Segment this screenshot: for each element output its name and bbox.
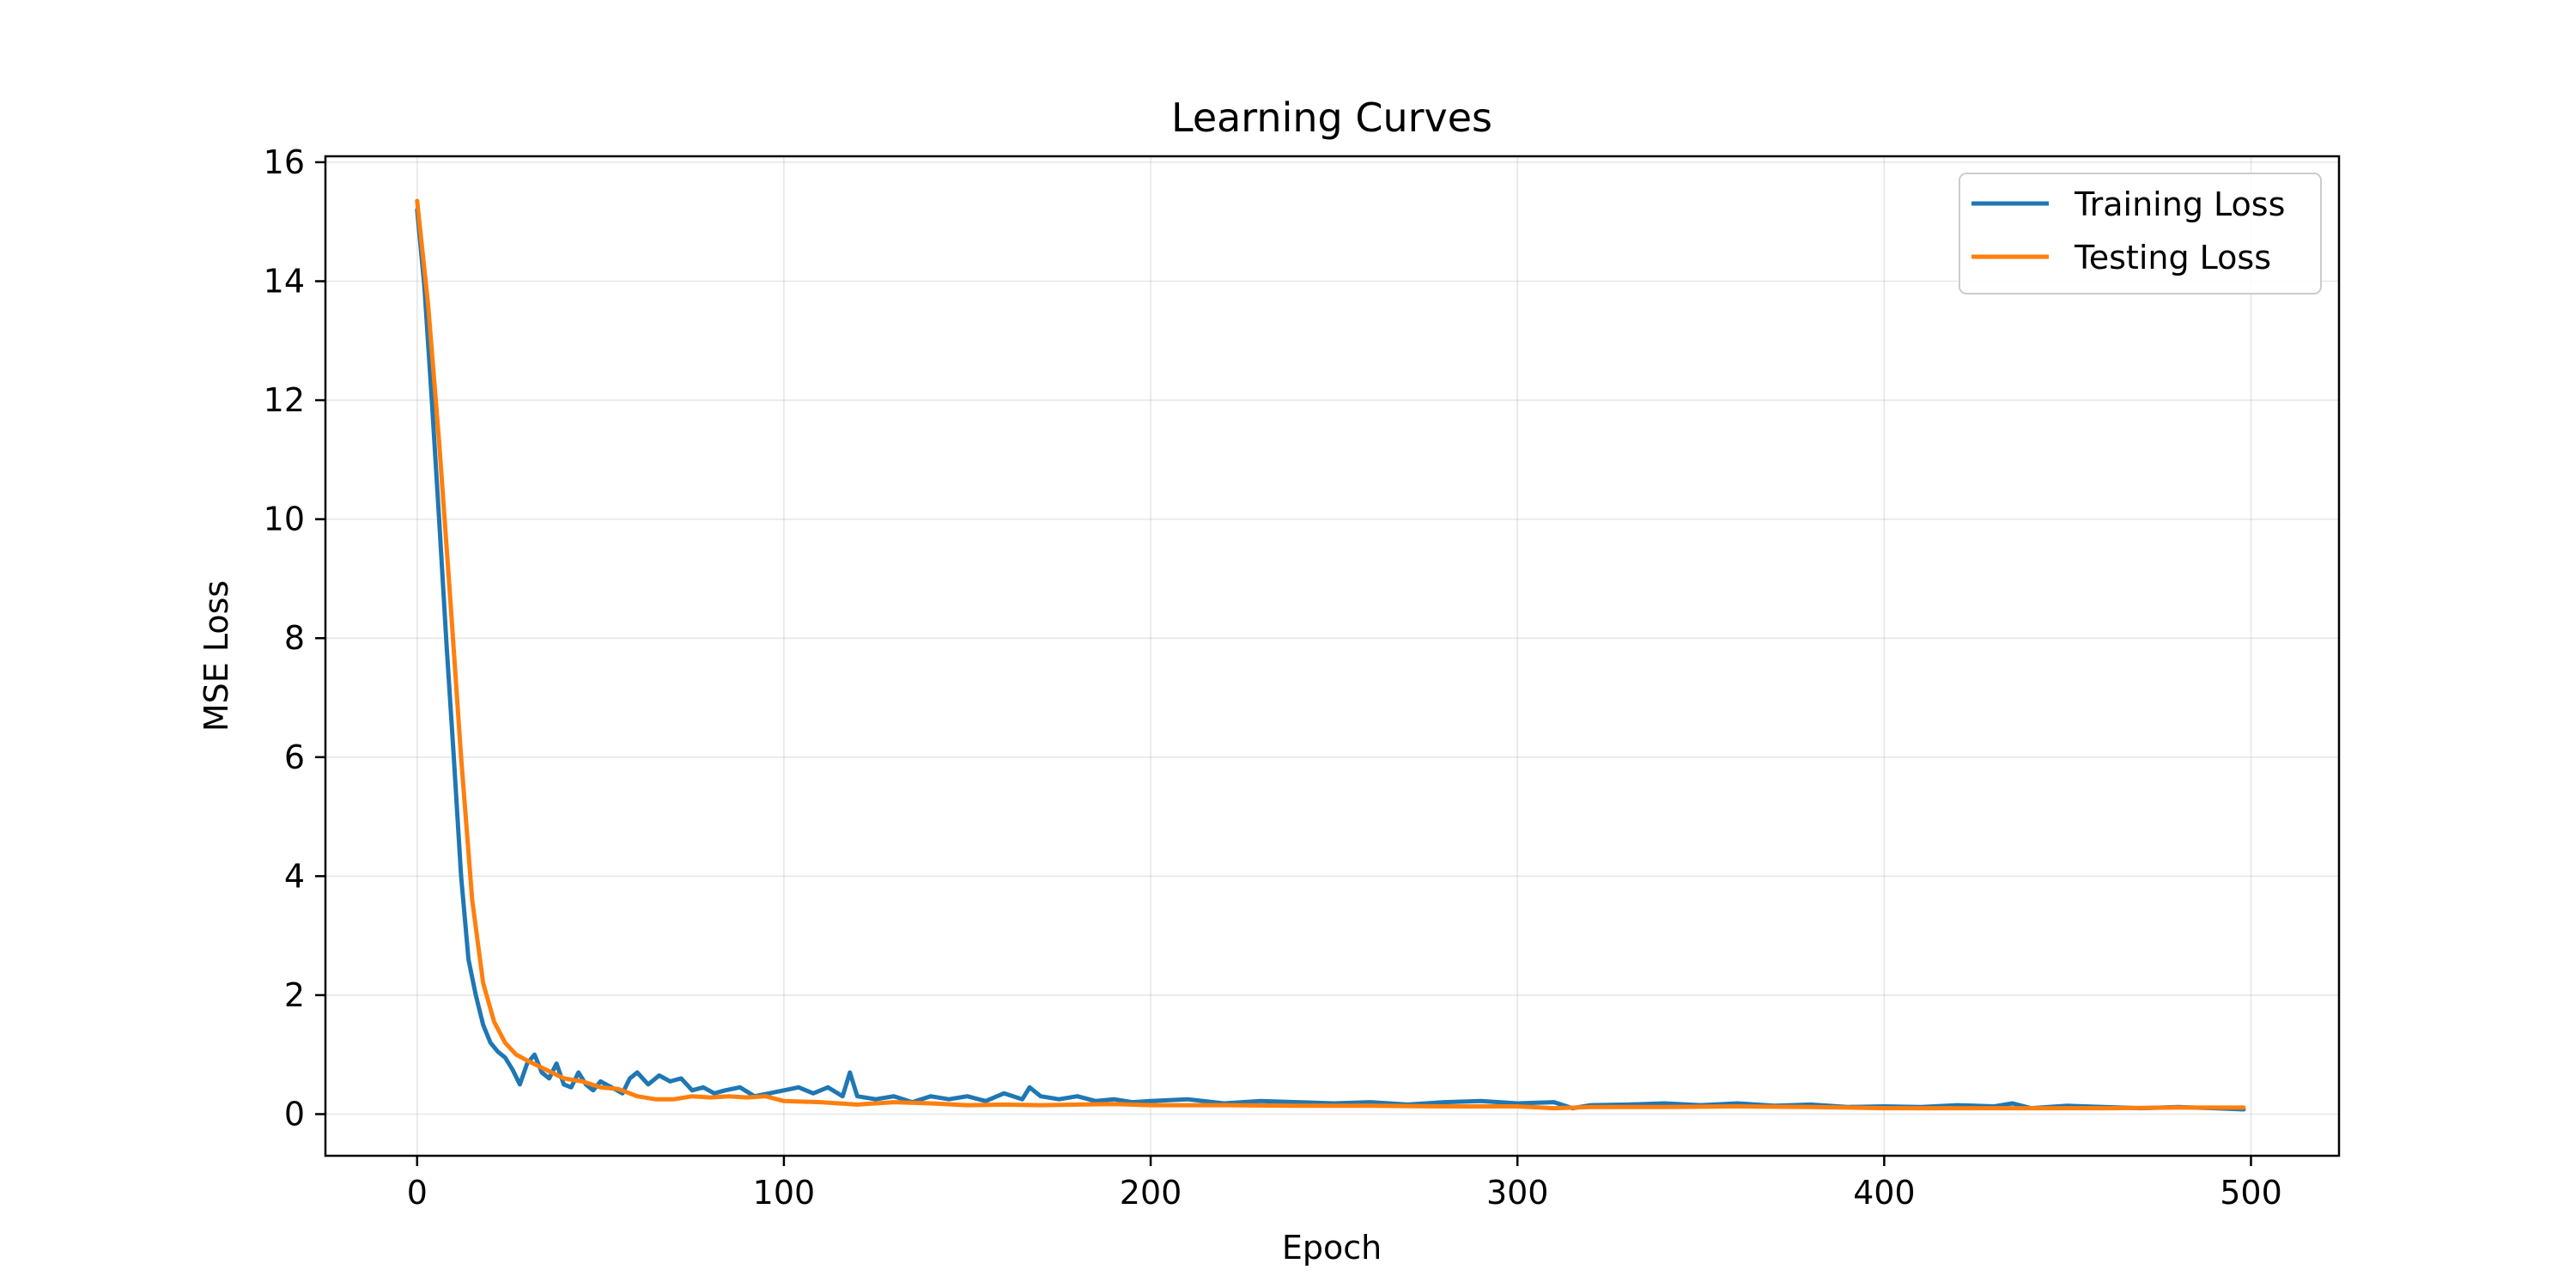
x-axis-label: Epoch	[1282, 1229, 1382, 1267]
y-axis-label: MSE Loss	[197, 580, 235, 732]
x-tick-label: 300	[1486, 1174, 1549, 1212]
series-line-training-loss	[415, 207, 2246, 1112]
y-tick-label: 14	[264, 263, 305, 301]
x-tick-label: 500	[2220, 1174, 2282, 1212]
legend-box	[1959, 173, 2322, 295]
y-tick-label: 4	[284, 857, 305, 895]
x-tick-label: 200	[1120, 1174, 1182, 1212]
legend-label-testing-loss: Testing Loss	[2074, 239, 2271, 276]
series-layer	[415, 198, 2246, 1112]
series-line-testing-loss	[415, 198, 2246, 1111]
y-tick-label: 0	[284, 1096, 305, 1133]
y-tick-label: 2	[284, 976, 305, 1014]
chart-title: Learning Curves	[1171, 94, 1492, 141]
y-tick-label: 16	[264, 143, 305, 181]
x-tick-label: 0	[407, 1174, 428, 1212]
y-tick-label: 10	[264, 501, 305, 538]
y-tick-label: 6	[284, 738, 305, 776]
grid-layer	[325, 156, 2339, 1156]
y-tick-label: 12	[264, 381, 305, 419]
legend: Training Loss Testing Loss	[1959, 173, 2322, 295]
y-tick-label: 8	[284, 619, 305, 657]
x-tick-label: 100	[753, 1174, 816, 1212]
plot-frame	[324, 155, 2341, 1157]
tick-layer: 0 100 200 300 400 500 0 2 4 6 8 10 12 14 16	[264, 143, 2282, 1212]
legend-label-training-loss: Training Loss	[2074, 185, 2285, 223]
x-tick-label: 400	[1853, 1174, 1916, 1212]
